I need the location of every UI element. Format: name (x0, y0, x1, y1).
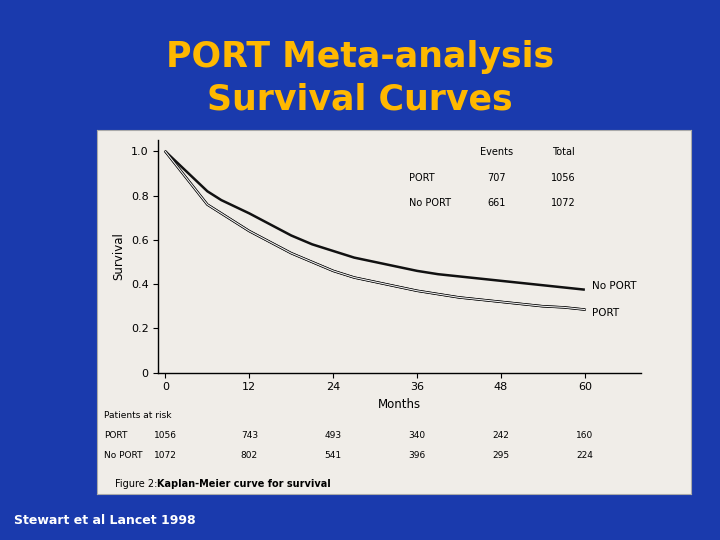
Text: 295: 295 (492, 451, 510, 460)
Text: Figure 2:: Figure 2: (115, 480, 161, 489)
Text: 541: 541 (325, 451, 342, 460)
Text: 802: 802 (240, 451, 258, 460)
Text: No PORT: No PORT (592, 281, 636, 292)
Text: 224: 224 (577, 451, 593, 460)
Text: Total: Total (552, 147, 575, 157)
Text: Kaplan-Meier curve for survival: Kaplan-Meier curve for survival (157, 480, 330, 489)
Text: Patients at risk: Patients at risk (104, 411, 172, 420)
Text: 396: 396 (408, 451, 426, 460)
Text: 160: 160 (576, 431, 593, 440)
Y-axis label: Survival: Survival (112, 233, 125, 280)
Text: 1056: 1056 (154, 431, 177, 440)
Text: 1072: 1072 (552, 198, 576, 208)
Text: 707: 707 (487, 173, 505, 183)
Text: 340: 340 (408, 431, 426, 440)
Text: No PORT: No PORT (409, 198, 451, 208)
X-axis label: Months: Months (378, 398, 421, 411)
Text: 1072: 1072 (154, 451, 177, 460)
Text: 242: 242 (492, 431, 510, 440)
Text: PORT: PORT (592, 308, 619, 318)
Text: PORT: PORT (409, 173, 435, 183)
Text: Stewart et al Lancet 1998: Stewart et al Lancet 1998 (14, 514, 196, 526)
Text: PORT Meta-analysis: PORT Meta-analysis (166, 40, 554, 73)
Text: Survival Curves: Survival Curves (207, 83, 513, 117)
Text: Events: Events (480, 147, 513, 157)
Text: 493: 493 (325, 431, 342, 440)
Text: PORT: PORT (104, 431, 127, 440)
Text: 743: 743 (240, 431, 258, 440)
Text: 1056: 1056 (552, 173, 576, 183)
Text: No PORT: No PORT (104, 451, 143, 460)
Text: 661: 661 (487, 198, 505, 208)
